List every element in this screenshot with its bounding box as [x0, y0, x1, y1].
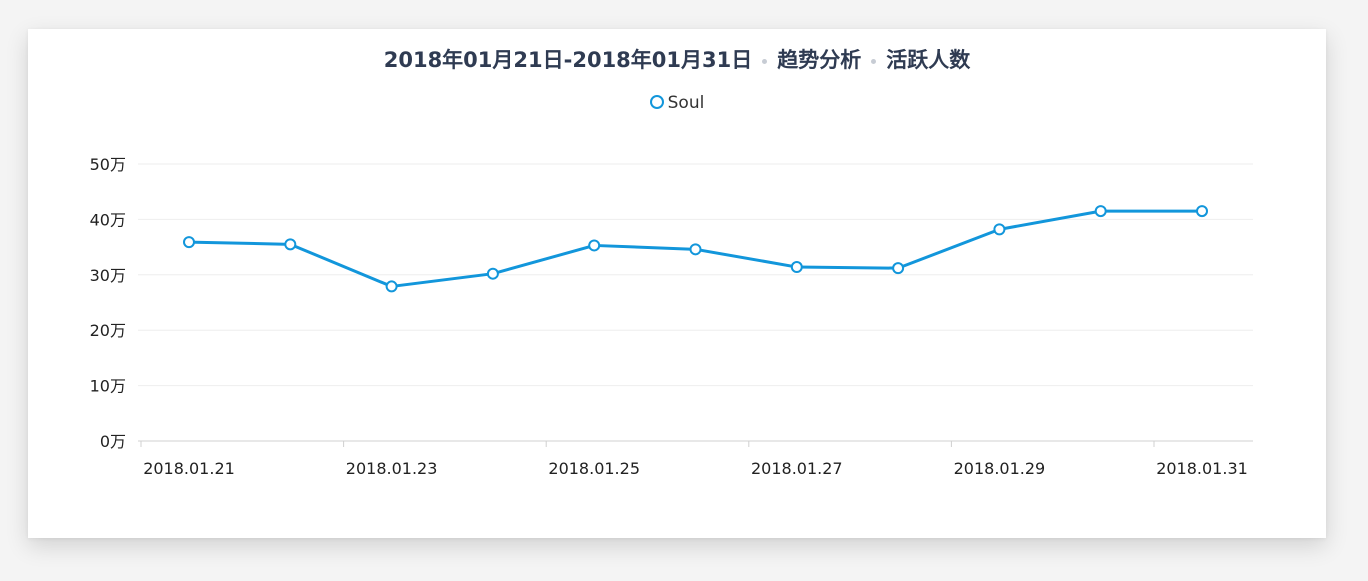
y-tick-label: 40万 [90, 210, 126, 229]
data-point [183, 236, 195, 249]
data-point [790, 261, 803, 274]
data-point [689, 243, 702, 256]
y-tick-label: 0万 [100, 432, 126, 451]
x-tick-label: 2018.01.29 [954, 459, 1046, 478]
series-soul [183, 205, 1208, 293]
data-point [588, 239, 601, 252]
x-tick-label: 2018.01.31 [1156, 459, 1248, 478]
chart-card: 2018年01月21日-2018年01月31日 趋势分析 活跃人数 Soul 0万 1… [28, 29, 1326, 538]
legend-series-label: Soul [667, 93, 705, 113]
x-tick-label: 2018.01.21 [143, 459, 235, 478]
x-tick-label: 2018.01.25 [548, 459, 640, 478]
x-tick-label: 2018.01.27 [751, 459, 843, 478]
y-tick-label: 20万 [90, 321, 126, 340]
legend-circle-icon [649, 95, 664, 109]
data-point [1196, 205, 1208, 218]
title-date-range: 2018年01月21日-2018年01月31日 [383, 48, 753, 72]
data-point [892, 262, 905, 275]
x-tick-label: 2018.01.23 [346, 459, 438, 478]
title-section: 趋势分析 [777, 48, 862, 72]
y-tick-label: 30万 [90, 266, 126, 285]
title-metric: 活跃人数 [886, 48, 971, 72]
y-tick-label: 10万 [90, 377, 126, 396]
title-separator-dot [762, 58, 768, 64]
chart-title: 2018年01月21日-2018年01月31日 趋势分析 活跃人数 [28, 44, 1326, 74]
data-point [993, 223, 1006, 236]
title-separator-dot [871, 58, 877, 64]
chart-legend[interactable]: Soul [28, 93, 1326, 113]
data-point [385, 280, 398, 293]
data-point [1094, 205, 1107, 218]
data-point [284, 238, 297, 251]
y-tick-label: 50万 [90, 155, 126, 174]
data-point [486, 267, 499, 280]
grid-lines [138, 163, 1253, 387]
axes: 0万 10万 20万 30万 40万 50万 2018.01.21 2018.01.23 201… [90, 155, 1253, 478]
line-chart: 0万 10万 20万 30万 40万 50万 2018.01.21 2018.01.23 201… [90, 155, 1253, 478]
